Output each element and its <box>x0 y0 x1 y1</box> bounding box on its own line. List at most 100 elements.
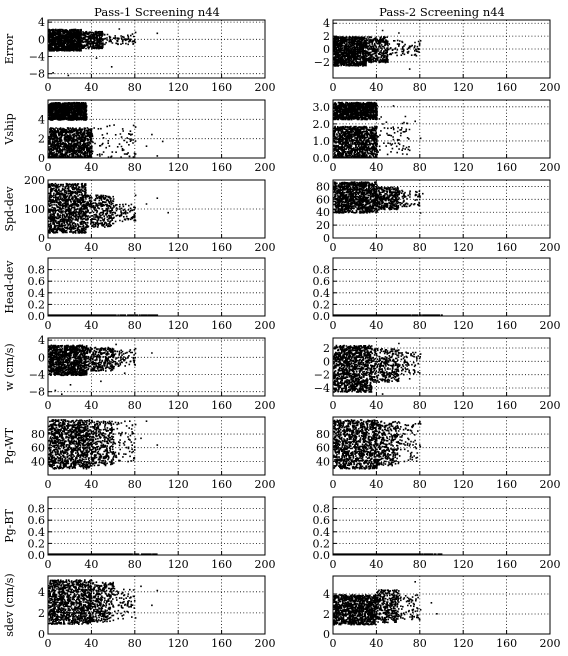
x-tick-label: 0 <box>45 241 52 254</box>
data-points <box>333 29 422 70</box>
panel-r2c0: 0 40 80 120 160 200 0 100 200 Spd-dev <box>3 174 276 254</box>
y-tick-label: 60 <box>31 442 45 455</box>
plot-frame <box>47 575 266 635</box>
y-tick-label: 80 <box>31 428 45 441</box>
x-tick-label: 40 <box>369 241 383 254</box>
x-tick-label: 120 <box>168 161 189 174</box>
y-tick-label: 0.4 <box>28 287 46 300</box>
data-points <box>48 419 159 470</box>
x-tick-label: 160 <box>496 241 517 254</box>
y-tick-label: 0.2 <box>28 298 46 311</box>
x-tick-label: 200 <box>255 558 276 571</box>
y-tick-label: 4 <box>38 586 45 599</box>
panel-r6c1: 0 40 80 120 160 200 0.00.20.40.60.8 <box>313 496 561 571</box>
y-tick-label: −4 <box>314 382 330 395</box>
x-tick-label: 200 <box>255 478 276 491</box>
x-tick-label: 0 <box>330 558 337 571</box>
y-tick-label: 2 <box>323 608 330 621</box>
x-tick-label: 0 <box>330 478 337 491</box>
y-tick-label: 0 <box>38 628 45 641</box>
y-tick-label: 0.6 <box>28 275 46 288</box>
x-tick-label: 200 <box>540 478 561 491</box>
x-tick-label: 160 <box>211 558 232 571</box>
y-tick-label: 0.6 <box>28 514 46 527</box>
y-tick-label: 4 <box>38 113 45 126</box>
panel-r3c0: 0 40 80 120 160 200 0.00.20.40.60.8 Head-dev <box>3 257 276 332</box>
x-tick-label: 40 <box>369 558 383 571</box>
x-tick-label: 120 <box>453 81 474 94</box>
data-points <box>333 581 438 626</box>
y-tick-label: −4 <box>29 369 45 382</box>
x-tick-label: 160 <box>211 478 232 491</box>
x-tick-label: 40 <box>84 81 98 94</box>
y-tick-label: 0.2 <box>313 537 331 550</box>
x-tick-label: 0 <box>45 637 52 650</box>
data-points <box>48 182 169 234</box>
x-tick-label: 120 <box>168 241 189 254</box>
plot-frame <box>47 257 266 317</box>
x-tick-label: 120 <box>453 478 474 491</box>
y-tick-label: 0.4 <box>28 526 46 539</box>
x-tick-label: 0 <box>330 637 337 650</box>
y-tick-label: 60 <box>316 442 330 455</box>
y-tick-label: 0 <box>38 33 45 46</box>
y-tick-label: 0 <box>38 152 45 165</box>
x-tick-label: 40 <box>84 637 98 650</box>
panel-r7c1: 0 40 80 120 160 200 0 2 4 <box>323 575 561 650</box>
y-tick-label: 2.0 <box>313 118 331 131</box>
x-tick-label: 40 <box>84 558 98 571</box>
panel-r6c0: 0 40 80 120 160 200 0.00.20.40.60.8 Pg-BT <box>3 496 276 571</box>
y-tick-label: 0.6 <box>313 514 331 527</box>
y-axis-label: sdev (cm/s) <box>3 573 16 636</box>
plot-frame <box>332 496 551 556</box>
y-tick-label: 80 <box>316 428 330 441</box>
x-tick-label: 80 <box>128 637 142 650</box>
x-tick-label: 80 <box>128 399 142 412</box>
y-tick-label: −8 <box>29 386 45 399</box>
x-tick-label: 120 <box>453 558 474 571</box>
y-tick-label: 2 <box>38 133 45 146</box>
y-tick-label: −4 <box>29 51 45 64</box>
x-tick-label: 0 <box>45 478 52 491</box>
x-tick-label: 200 <box>540 558 561 571</box>
x-tick-label: 160 <box>496 637 517 650</box>
panel-r3c1: 0 40 80 120 160 200 0.00.20.40.60.8 <box>313 257 561 332</box>
x-tick-label: 80 <box>413 637 427 650</box>
y-tick-label: 80 <box>316 180 330 193</box>
y-tick-label: 40 <box>316 206 330 219</box>
x-tick-label: 0 <box>45 81 52 94</box>
y-tick-label: 0.0 <box>28 549 46 562</box>
x-tick-label: 200 <box>540 319 561 332</box>
y-tick-label: 2 <box>323 30 330 43</box>
x-tick-label: 200 <box>255 81 276 94</box>
y-tick-label: 4 <box>323 17 330 30</box>
y-tick-label: 0 <box>323 43 330 56</box>
y-tick-label: 0.6 <box>313 275 331 288</box>
plot-frame <box>47 416 266 476</box>
data-points <box>333 419 422 470</box>
x-tick-label: 80 <box>128 81 142 94</box>
x-tick-label: 0 <box>45 558 52 571</box>
data-points <box>333 181 424 214</box>
y-tick-label: −2 <box>314 56 330 69</box>
plot-frame <box>47 496 266 556</box>
x-tick-label: 120 <box>453 399 474 412</box>
x-tick-label: 120 <box>453 319 474 332</box>
y-tick-label: 200 <box>24 174 45 187</box>
x-tick-label: 80 <box>413 558 427 571</box>
x-tick-label: 120 <box>453 161 474 174</box>
x-tick-label: 40 <box>84 478 98 491</box>
y-tick-label: 0.8 <box>28 264 46 277</box>
x-tick-label: 200 <box>255 161 276 174</box>
x-tick-label: 0 <box>330 81 337 94</box>
y-tick-label: 0.0 <box>28 310 46 323</box>
plot-frame <box>332 337 551 397</box>
x-tick-label: 200 <box>255 319 276 332</box>
plot-frame <box>47 99 266 159</box>
y-tick-label: 4 <box>38 16 45 29</box>
x-tick-label: 200 <box>540 241 561 254</box>
x-tick-label: 200 <box>255 637 276 650</box>
